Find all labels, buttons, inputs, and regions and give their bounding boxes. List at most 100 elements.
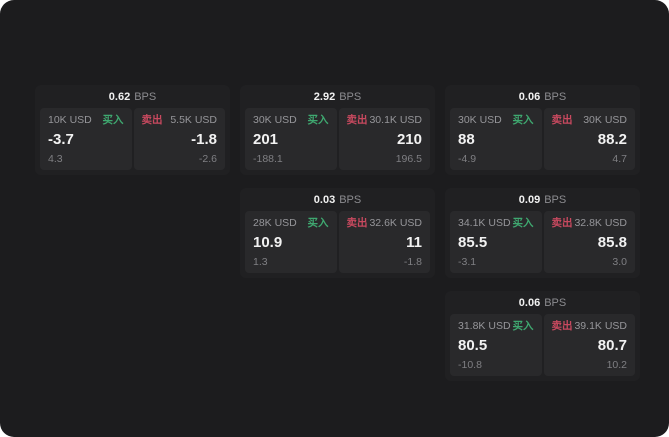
bps-unit: BPS <box>544 193 567 206</box>
bps-unit: BPS <box>544 296 567 309</box>
buy-tag: 买入 <box>307 217 329 229</box>
buy-panel[interactable]: 31.8K USD 买入 80.5 -10.8 <box>450 314 542 376</box>
sell-price-value: 210 <box>396 130 422 148</box>
panel-top: 30K USD 买入 <box>253 114 329 126</box>
sell-tag: 卖出 <box>551 217 573 229</box>
card-body: 31.8K USD 买入 80.5 -10.8 卖出 39.1K USD 80.… <box>445 314 640 381</box>
panel-top: 卖出 32.6K USD <box>347 217 423 229</box>
bps-value: 0.03 <box>313 193 336 206</box>
sell-price-value: 80.7 <box>597 336 627 354</box>
quote-card: 0.09 BPS 34.1K USD 买入 85.5 -3.1 卖出 <box>445 188 640 278</box>
buy-tag: 买入 <box>512 320 534 332</box>
card-body: 10K USD 买入 -3.7 4.3 卖出 5.5K USD -1.8 -2.… <box>35 108 230 175</box>
panel-top: 10K USD 买入 <box>48 114 124 126</box>
sell-panel[interactable]: 卖出 39.1K USD 80.7 10.2 <box>543 314 635 376</box>
buy-tag: 买入 <box>307 114 329 126</box>
sell-notional: 32.8K USD <box>574 217 627 229</box>
sell-tag: 卖出 <box>551 320 573 332</box>
quote-card: 2.92 BPS 30K USD 买入 201 -188.1 卖出 <box>240 85 435 175</box>
sell-price-value: -1.8 <box>191 130 217 148</box>
buy-price-value: 201 <box>253 130 279 148</box>
sell-panel[interactable]: 卖出 30.1K USD 210 196.5 <box>338 108 430 170</box>
panel-top: 卖出 30.1K USD <box>347 114 423 126</box>
card-body: 28K USD 买入 10.9 1.3 卖出 32.6K USD 11 -1.8 <box>240 211 435 278</box>
panel-top: 28K USD 买入 <box>253 217 329 229</box>
sell-notional: 30K USD <box>583 114 627 126</box>
sell-delta-value: -1.8 <box>403 256 422 268</box>
panel-top: 31.8K USD 买入 <box>458 320 534 332</box>
sell-notional: 32.6K USD <box>369 217 422 229</box>
buy-notional: 31.8K USD <box>458 320 511 332</box>
card-body: 30K USD 买入 201 -188.1 卖出 30.1K USD 210 1… <box>240 108 435 175</box>
bps-value: 0.62 <box>108 90 131 103</box>
sell-panel[interactable]: 卖出 32.6K USD 11 -1.8 <box>338 211 430 273</box>
sell-tag: 卖出 <box>346 114 368 126</box>
panel-top: 卖出 39.1K USD <box>552 320 628 332</box>
sell-price-value: 85.8 <box>597 233 627 251</box>
panel-top: 卖出 30K USD <box>552 114 628 126</box>
buy-panel[interactable]: 30K USD 买入 88 -4.9 <box>450 108 542 170</box>
buy-delta-value: -188.1 <box>253 153 283 165</box>
buy-panel[interactable]: 30K USD 买入 201 -188.1 <box>245 108 337 170</box>
buy-panel[interactable]: 28K USD 买入 10.9 1.3 <box>245 211 337 273</box>
card-body: 34.1K USD 买入 85.5 -3.1 卖出 32.8K USD 85.8… <box>445 211 640 278</box>
quote-card: 0.06 BPS 31.8K USD 买入 80.5 -10.8 卖 <box>445 291 640 381</box>
sell-price-value: 11 <box>406 233 422 251</box>
buy-notional: 34.1K USD <box>458 217 511 229</box>
bps-value: 0.06 <box>518 90 541 103</box>
bps-header: 0.06 BPS <box>445 85 640 108</box>
buy-notional: 28K USD <box>253 217 297 229</box>
sell-notional: 5.5K USD <box>170 114 217 126</box>
bps-header: 0.62 BPS <box>35 85 230 108</box>
buy-delta-value: 1.3 <box>253 256 268 268</box>
sell-delta-value: -2.6 <box>198 153 217 165</box>
buy-delta-value: -4.9 <box>458 153 477 165</box>
buy-price-value: 80.5 <box>458 336 488 354</box>
panel-top: 卖出 32.8K USD <box>552 217 628 229</box>
bps-value: 0.06 <box>518 296 541 309</box>
buy-delta-value: 4.3 <box>48 153 63 165</box>
sell-tag: 卖出 <box>141 114 163 126</box>
buy-delta-value: -10.8 <box>458 359 482 371</box>
buy-tag: 买入 <box>512 217 534 229</box>
quote-board: 0.62 BPS 10K USD 买入 -3.7 4.3 卖出 <box>35 85 640 381</box>
bps-header: 0.09 BPS <box>445 188 640 211</box>
panel-top: 30K USD 买入 <box>458 114 534 126</box>
bps-header: 2.92 BPS <box>240 85 435 108</box>
bps-unit: BPS <box>544 90 567 103</box>
quote-card: 0.62 BPS 10K USD 买入 -3.7 4.3 卖出 <box>35 85 230 175</box>
buy-notional: 30K USD <box>458 114 502 126</box>
buy-tag: 买入 <box>512 114 534 126</box>
sell-delta-value: 4.7 <box>612 153 627 165</box>
buy-price-value: -3.7 <box>48 130 74 148</box>
sell-delta-value: 3.0 <box>612 256 627 268</box>
bps-value: 0.09 <box>518 193 541 206</box>
bps-value: 2.92 <box>313 90 336 103</box>
buy-panel[interactable]: 34.1K USD 买入 85.5 -3.1 <box>450 211 542 273</box>
buy-price-value: 88 <box>458 130 475 148</box>
card-body: 30K USD 买入 88 -4.9 卖出 30K USD 88.2 4.7 <box>445 108 640 175</box>
bps-header: 0.03 BPS <box>240 188 435 211</box>
panel-top: 34.1K USD 买入 <box>458 217 534 229</box>
sell-panel[interactable]: 卖出 30K USD 88.2 4.7 <box>543 108 635 170</box>
panel-top: 卖出 5.5K USD <box>142 114 218 126</box>
sell-delta-value: 196.5 <box>395 153 422 165</box>
buy-notional: 30K USD <box>253 114 297 126</box>
sell-delta-value: 10.2 <box>606 359 627 371</box>
bps-unit: BPS <box>134 90 157 103</box>
sell-panel[interactable]: 卖出 5.5K USD -1.8 -2.6 <box>133 108 225 170</box>
sell-panel[interactable]: 卖出 32.8K USD 85.8 3.0 <box>543 211 635 273</box>
buy-delta-value: -3.1 <box>458 256 477 268</box>
bps-header: 0.06 BPS <box>445 291 640 314</box>
sell-price-value: 88.2 <box>597 130 627 148</box>
bps-unit: BPS <box>339 90 362 103</box>
buy-panel[interactable]: 10K USD 买入 -3.7 4.3 <box>40 108 132 170</box>
sell-notional: 39.1K USD <box>574 320 627 332</box>
sell-tag: 卖出 <box>346 217 368 229</box>
buy-tag: 买入 <box>102 114 124 126</box>
bps-unit: BPS <box>339 193 362 206</box>
quote-card: 0.03 BPS 28K USD 买入 10.9 1.3 卖出 <box>240 188 435 278</box>
sell-tag: 卖出 <box>551 114 573 126</box>
